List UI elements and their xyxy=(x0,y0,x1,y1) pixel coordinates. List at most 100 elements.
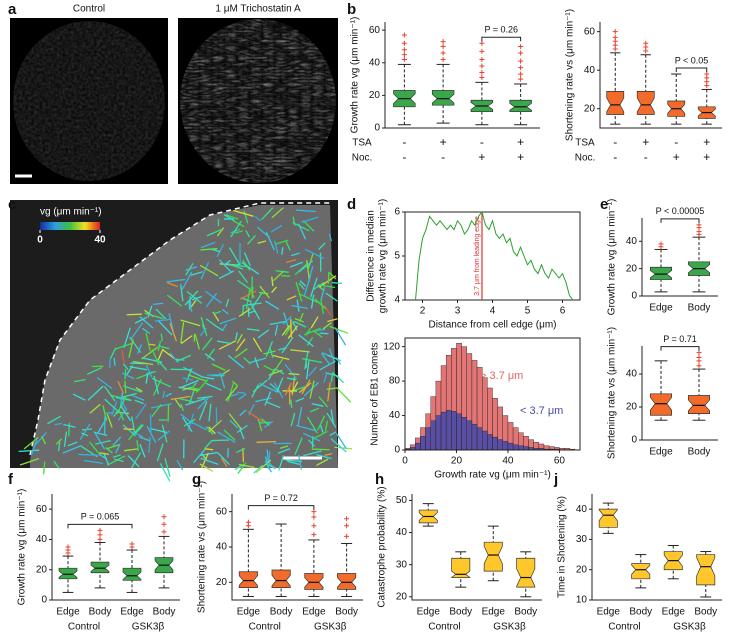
comet-track xyxy=(35,432,47,445)
comet-track xyxy=(53,460,60,469)
comet-track xyxy=(280,445,289,449)
comet-track xyxy=(160,333,163,342)
row-value: + xyxy=(703,135,710,149)
comet-track xyxy=(206,373,225,376)
row-label: Noc. xyxy=(575,153,596,164)
comet-track xyxy=(103,453,109,465)
colorbar xyxy=(40,222,100,230)
comet-track xyxy=(257,418,263,432)
comet-track xyxy=(162,390,166,399)
x-tick-label: 2 xyxy=(420,306,426,317)
flier xyxy=(401,52,407,58)
row-label: Noc. xyxy=(352,153,373,164)
comet-track xyxy=(291,381,299,394)
comet-track xyxy=(248,357,267,364)
row-value: + xyxy=(703,150,710,164)
comet-track xyxy=(151,349,160,366)
comet-track xyxy=(194,333,200,350)
flier xyxy=(440,50,446,56)
comet-track xyxy=(331,281,343,285)
panel-label: b xyxy=(347,1,356,18)
comet-track xyxy=(294,321,307,328)
comet-track xyxy=(113,357,116,366)
comet-track xyxy=(317,284,336,289)
comet-track xyxy=(329,325,349,334)
comet-track xyxy=(287,325,298,339)
row-value: - xyxy=(402,150,406,164)
x-tick-label: Edge xyxy=(302,607,326,618)
box xyxy=(509,99,532,113)
comet-track xyxy=(322,322,332,330)
comet-track xyxy=(200,316,208,337)
legend-label: < 3.7 μm xyxy=(520,405,563,417)
comet-track xyxy=(106,413,113,428)
comet-track xyxy=(205,382,222,391)
comet-track xyxy=(285,240,291,251)
comet-track xyxy=(131,322,144,339)
comet-track xyxy=(208,420,222,433)
comet-track xyxy=(202,337,213,351)
y-tick-label: 0 xyxy=(394,445,400,456)
comet-track xyxy=(234,230,243,234)
comet-track xyxy=(285,259,297,263)
comet-track xyxy=(141,346,158,360)
comet-track xyxy=(62,444,82,454)
comet-track xyxy=(18,449,40,452)
comet-track xyxy=(130,394,145,401)
y-tick-label: 40 xyxy=(626,369,638,380)
comet-track xyxy=(41,435,46,445)
significance-label: P = 0.065 xyxy=(81,512,120,522)
comet-track xyxy=(178,397,195,403)
box xyxy=(696,554,716,586)
comet-track xyxy=(298,223,306,240)
histogram-bar xyxy=(471,423,478,451)
x-tick-label: Edge xyxy=(662,607,686,618)
comet-track xyxy=(126,313,142,316)
flier xyxy=(129,541,135,547)
comet-track xyxy=(239,409,247,416)
histogram-bar xyxy=(476,427,483,451)
comet-track xyxy=(63,431,68,447)
flier xyxy=(311,514,317,520)
comet-track xyxy=(316,458,329,466)
comet-track xyxy=(284,364,297,379)
x-tick-label: Edge xyxy=(417,607,441,618)
y-tick-label: 20 xyxy=(36,564,48,575)
comet-track xyxy=(155,308,166,320)
comet-track xyxy=(230,220,242,238)
histogram-bar xyxy=(512,444,519,451)
comet-track xyxy=(278,347,287,351)
box xyxy=(450,557,471,578)
x-tick-label: Body xyxy=(89,607,112,618)
comet-track xyxy=(105,444,119,450)
box xyxy=(122,567,142,581)
comet-track xyxy=(304,381,319,397)
comet-track xyxy=(301,379,311,395)
comet-track xyxy=(281,246,284,255)
comet-track xyxy=(217,431,236,443)
comet-track xyxy=(157,319,173,336)
comet-track xyxy=(157,430,170,441)
cell-body xyxy=(30,205,338,468)
comet-track xyxy=(274,324,279,336)
box xyxy=(650,266,672,280)
flier xyxy=(518,65,524,71)
comet-track xyxy=(122,363,129,370)
significance-label: P = 0.72 xyxy=(264,493,298,503)
panel-label: j xyxy=(553,471,558,488)
data-line xyxy=(415,210,574,301)
flier xyxy=(658,241,664,247)
comet-track xyxy=(294,263,308,275)
comet-track xyxy=(126,365,134,375)
comet-track xyxy=(67,441,78,447)
comet-track xyxy=(23,437,39,450)
comet-track xyxy=(190,382,198,390)
comet-track xyxy=(248,310,256,314)
comet-track xyxy=(311,448,330,451)
comet-track xyxy=(129,430,144,438)
y-tick-label: 60 xyxy=(369,25,381,36)
comet-track xyxy=(79,423,91,440)
box xyxy=(337,573,357,590)
comet-track xyxy=(134,316,148,324)
comet-track xyxy=(319,332,329,335)
